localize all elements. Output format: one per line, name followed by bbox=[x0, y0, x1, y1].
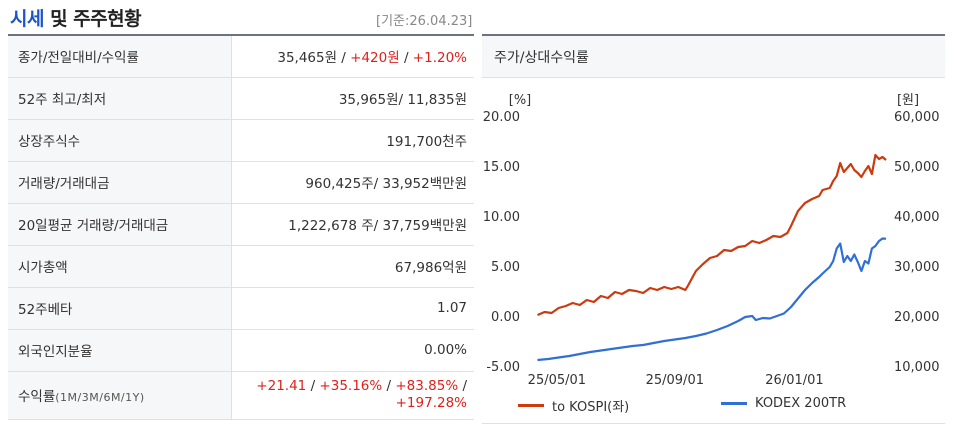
returns-line-1: +21.41 / +35.16% / +83.85% / bbox=[232, 378, 467, 395]
row-value: 67,986억원 bbox=[231, 245, 474, 288]
row-value: 35,465원 / +420원 / +1.20% bbox=[231, 35, 474, 78]
table-row: 시가총액 67,986억원 bbox=[8, 245, 474, 288]
price-info-table: 종가/전일대비/수익률 35,465원 / +420원 / +1.20% 52주 최… bbox=[8, 34, 474, 420]
table-row: 52주 최고/최저 35,965원/ 11,835원 bbox=[8, 77, 474, 120]
value-part: 191,700천주 bbox=[386, 134, 467, 150]
legend-item-kodex: KODEX 200TR bbox=[721, 396, 846, 411]
legend-label-kospi: to KOSPI(좌) bbox=[552, 400, 630, 415]
row-value: 1.07 bbox=[231, 287, 474, 330]
row-value: 960,425주/ 33,952백만원 bbox=[231, 161, 474, 204]
row-label: 종가/전일대비/수익률 bbox=[8, 35, 232, 78]
row-label: 거래량/거래대금 bbox=[8, 161, 232, 204]
value-part: 1.07 bbox=[436, 300, 467, 316]
right-axis-tick: 40,000 bbox=[894, 210, 940, 225]
right-axis-tick: 30,000 bbox=[894, 260, 940, 275]
row-label: 20일평균 거래량/거래대금 bbox=[8, 203, 232, 246]
series-line-0 bbox=[537, 153, 887, 317]
x-axis-tick: 26/01/01 bbox=[765, 373, 823, 388]
returns-label-period: (1M/3M/6M/1Y) bbox=[55, 391, 145, 404]
table-row: 20일평균 거래량/거래대금 1,222,678 주/ 37,759백만원 bbox=[8, 203, 474, 246]
value-part: +83.85% bbox=[395, 378, 459, 394]
row-value: 1,222,678 주/ 37,759백만원 bbox=[231, 203, 474, 246]
value-part: / bbox=[382, 378, 396, 394]
price-relative-return-chart: [%] [원] 20.00 15.00 10.00 5.00 0.00 -5.00 60,000… bbox=[483, 93, 940, 388]
left-axis-tick: 5.00 bbox=[491, 260, 520, 275]
chart-header: 주가/상대수익률 bbox=[482, 36, 945, 78]
reference-date: [기준:26.04.23] bbox=[376, 14, 473, 29]
page-title: 시세 및 주주현황 bbox=[10, 4, 142, 31]
row-label: 52주베타 bbox=[8, 287, 232, 330]
value-part: +35.16% bbox=[319, 378, 383, 394]
page-title-highlight: 시세 bbox=[10, 8, 44, 30]
table-row: 종가/전일대비/수익률 35,465원 / +420원 / +1.20% bbox=[8, 35, 474, 78]
row-label: 52주 최고/최저 bbox=[8, 77, 232, 120]
table-row: 외국인지분율 0.00% bbox=[8, 329, 474, 372]
row-label: 외국인지분율 bbox=[8, 329, 232, 372]
page-title-rest: 및 주주현황 bbox=[43, 8, 142, 30]
row-label: 상장주식수 bbox=[8, 119, 232, 162]
table-row: 상장주식수 191,700천주 bbox=[8, 119, 474, 162]
value-part: / bbox=[306, 378, 320, 394]
right-axis-tick: 60,000 bbox=[894, 110, 940, 125]
x-axis-tick: 25/09/01 bbox=[646, 373, 704, 388]
right-axis-unit: [원] bbox=[897, 93, 919, 108]
left-axis-tick: 15.00 bbox=[483, 160, 520, 175]
legend-swatch-kospi bbox=[518, 404, 544, 407]
value-part: 0.00% bbox=[424, 342, 467, 358]
row-label: 수익률(1M/3M/6M/1Y) bbox=[8, 371, 232, 420]
value-part: +420원 bbox=[350, 50, 400, 67]
table-row: 52주베타 1.07 bbox=[8, 287, 474, 330]
row-value: 191,700천주 bbox=[231, 119, 474, 162]
legend-label-kodex: KODEX 200TR bbox=[755, 396, 847, 411]
value-part: 35,965원/ 11,835원 bbox=[338, 92, 467, 108]
chart-panel: 주가/상대수익률 [%] [원] 20.00 15.00 10.00 5.00 0.00 -5… bbox=[482, 34, 945, 424]
value-part: +21.41 bbox=[256, 378, 307, 394]
row-label: 시가총액 bbox=[8, 245, 232, 288]
row-value: 35,965원/ 11,835원 bbox=[231, 77, 474, 120]
returns-label: 수익률 bbox=[18, 389, 56, 405]
row-value: +21.41 / +35.16% / +83.85% / +197.28% bbox=[231, 371, 474, 420]
value-part: 35,465원 / bbox=[277, 50, 351, 67]
value-part: 67,986억원 bbox=[394, 260, 467, 276]
left-axis-tick: 20.00 bbox=[483, 110, 520, 125]
legend-swatch-kodex bbox=[721, 402, 747, 405]
right-axis-tick: 20,000 bbox=[894, 310, 940, 325]
row-value: 0.00% bbox=[231, 329, 474, 372]
table-row-returns: 수익률(1M/3M/6M/1Y) +21.41 / +35.16% / +83.8… bbox=[8, 371, 474, 420]
x-axis-tick: 25/05/01 bbox=[528, 373, 586, 388]
left-axis-tick: -5.00 bbox=[486, 360, 520, 375]
value-part: 1,222,678 주/ 37,759백만원 bbox=[288, 218, 467, 234]
legend-item-kospi: to KOSPI(좌) bbox=[518, 396, 629, 415]
left-axis-unit: [%] bbox=[509, 93, 532, 108]
value-part: / bbox=[458, 378, 467, 394]
value-part: 960,425주/ 33,952백만원 bbox=[305, 176, 467, 192]
series-line-1 bbox=[537, 237, 887, 362]
left-axis-tick: 0.00 bbox=[491, 310, 520, 325]
value-part: +1.20% bbox=[412, 50, 467, 67]
right-axis-tick: 10,000 bbox=[894, 360, 940, 375]
left-axis-tick: 10.00 bbox=[483, 210, 520, 225]
table-row: 거래량/거래대금 960,425주/ 33,952백만원 bbox=[8, 161, 474, 204]
right-axis-tick: 50,000 bbox=[894, 160, 940, 175]
value-part: +197.28% bbox=[395, 395, 467, 411]
returns-line-2: +197.28% bbox=[232, 395, 467, 412]
value-part: / bbox=[399, 50, 413, 67]
